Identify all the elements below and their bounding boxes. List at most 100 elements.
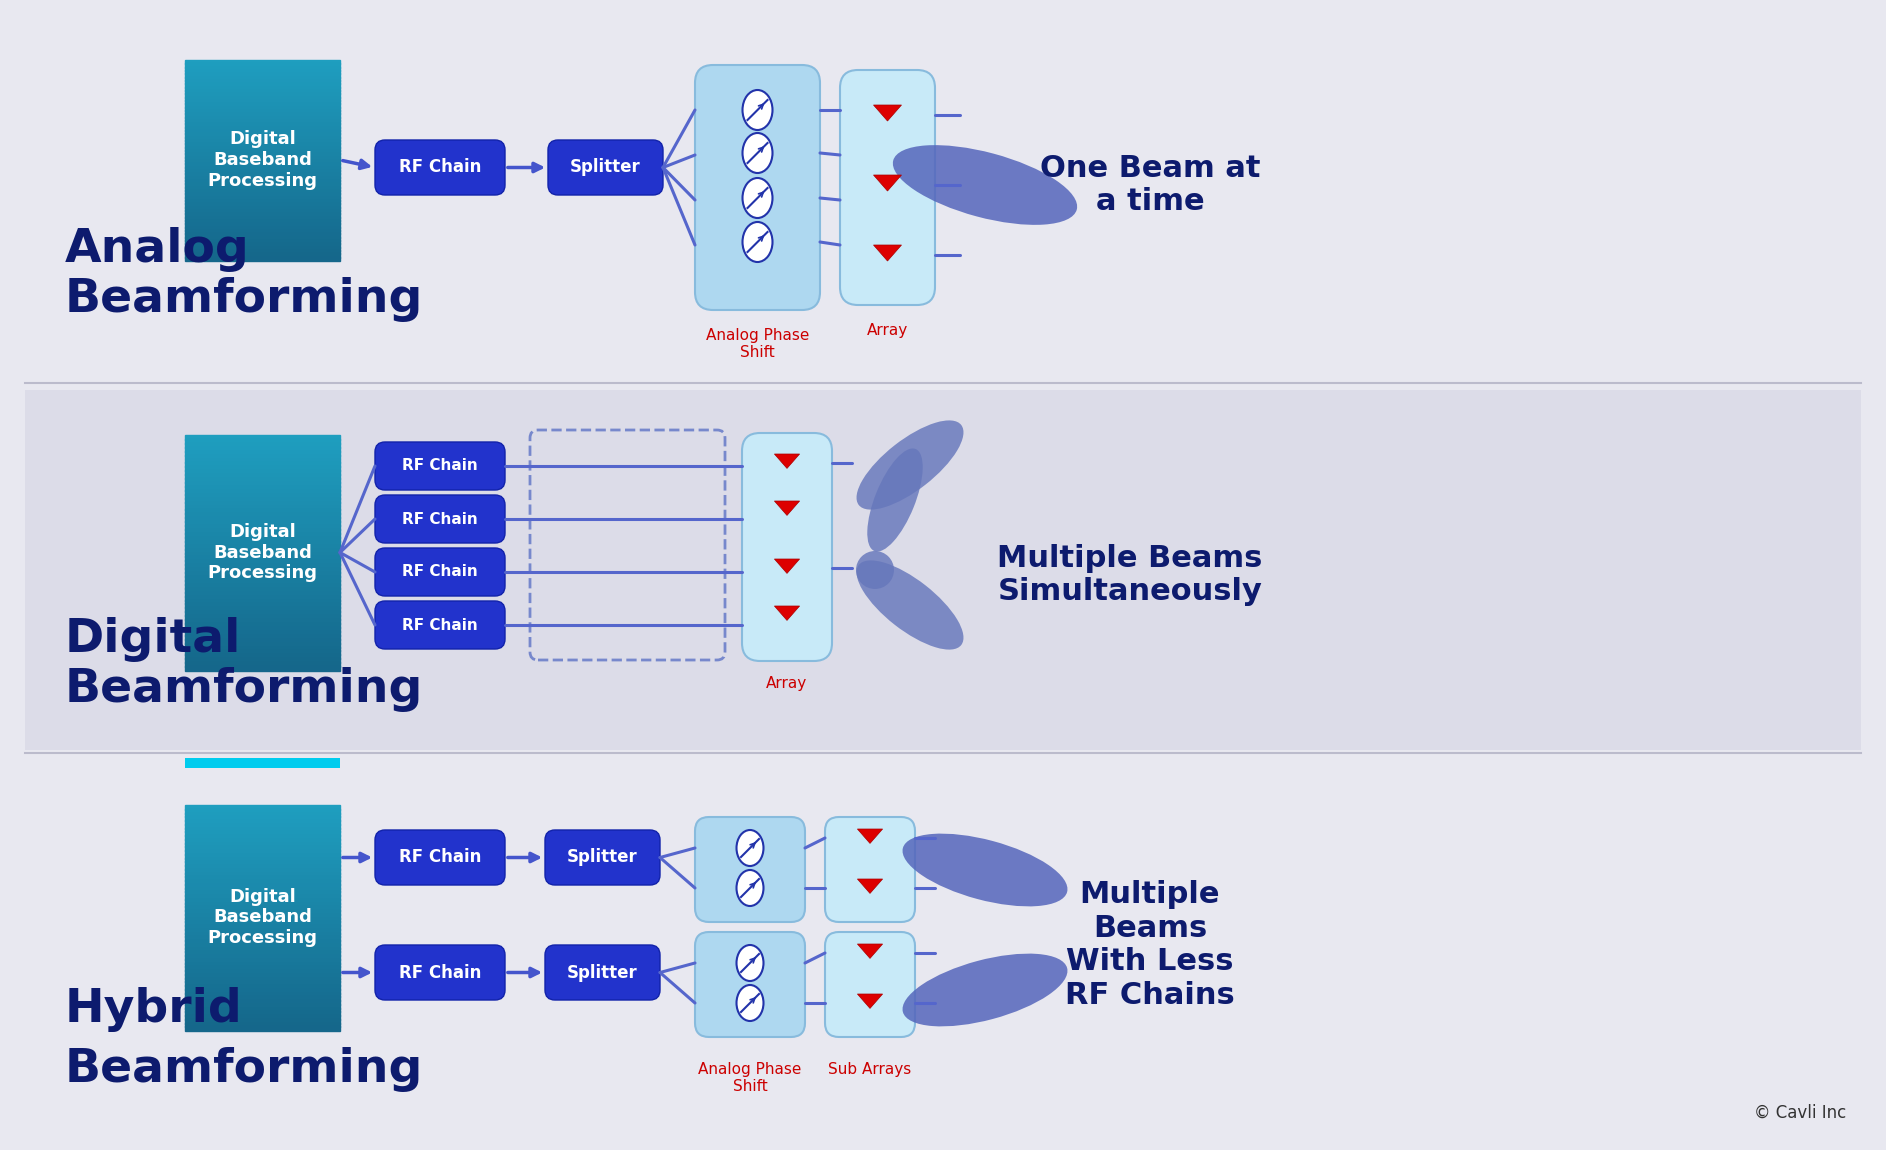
Bar [185,853,339,859]
Bar [185,572,339,577]
Ellipse shape [903,834,1067,906]
Text: Array: Array [766,676,807,691]
Bar [185,237,339,241]
Bar [185,147,339,151]
Bar [185,140,339,145]
Bar [185,638,339,644]
Bar [185,227,339,231]
Text: Beamforming: Beamforming [64,277,422,322]
Text: Digital
Baseband
Processing: Digital Baseband Processing [207,888,317,948]
Text: Array: Array [868,323,909,338]
Text: RF Chain: RF Chain [402,565,477,580]
Bar [185,110,339,114]
Text: RF Chain: RF Chain [398,159,481,176]
Bar [185,654,339,659]
Text: One Beam at
a time: One Beam at a time [1039,154,1260,216]
Bar [185,951,339,956]
Ellipse shape [856,421,964,509]
Bar [185,67,339,71]
Bar [185,223,339,228]
Text: Analog Phase
Shift: Analog Phase Shift [705,328,809,360]
Bar [185,230,339,235]
Text: © Cavli Inc: © Cavli Inc [1754,1104,1846,1122]
FancyBboxPatch shape [839,70,935,305]
Bar [185,240,339,244]
Bar [185,646,339,651]
Bar [185,183,339,187]
Polygon shape [775,559,800,574]
Polygon shape [858,994,883,1009]
Polygon shape [873,105,902,121]
Bar [185,90,339,94]
Bar [185,666,339,670]
FancyBboxPatch shape [375,549,505,596]
Text: Analog: Analog [64,228,249,273]
Bar [185,805,339,810]
Bar [185,126,339,131]
Polygon shape [775,454,800,468]
Ellipse shape [892,145,1077,225]
Bar [185,193,339,198]
Bar [185,820,339,825]
Bar [185,944,339,949]
Bar [185,876,339,881]
Bar [185,591,339,597]
Bar [185,474,339,480]
Bar [185,93,339,98]
Polygon shape [873,245,902,261]
Bar [185,133,339,138]
Bar [185,60,339,64]
Bar [185,501,339,506]
Bar [185,651,339,656]
Bar [185,167,339,171]
Bar [185,910,339,914]
Text: Analog Phase
Shift: Analog Phase Shift [698,1061,802,1095]
Ellipse shape [868,448,922,552]
FancyBboxPatch shape [824,932,915,1037]
Bar [185,246,339,251]
Bar [185,220,339,224]
FancyBboxPatch shape [741,434,832,661]
Bar [185,532,339,538]
Bar [185,948,339,952]
Bar [185,150,339,154]
Bar [185,838,339,843]
Bar [185,137,339,141]
Bar [185,986,339,990]
Bar [185,1007,339,1012]
Bar [185,521,339,526]
Bar [185,467,339,472]
Bar [185,1026,339,1032]
Bar [185,156,339,161]
Bar [185,607,339,612]
Bar [185,612,339,616]
Bar [185,599,339,605]
Ellipse shape [903,953,1067,1027]
FancyBboxPatch shape [375,140,505,196]
Ellipse shape [856,551,894,589]
Text: Hybrid: Hybrid [64,988,243,1033]
Bar [185,557,339,561]
Bar [185,462,339,467]
FancyBboxPatch shape [549,140,664,196]
Bar [185,813,339,818]
FancyBboxPatch shape [545,830,660,886]
Bar [185,604,339,608]
Bar [185,1000,339,1005]
Polygon shape [873,175,902,191]
Bar [185,873,339,877]
Bar [25,760,1861,1120]
FancyBboxPatch shape [696,932,805,1037]
Bar [185,828,339,833]
Bar [185,588,339,592]
Bar [185,513,339,519]
Bar [185,643,339,647]
Bar [185,627,339,631]
Bar [185,868,339,874]
Bar [185,81,339,84]
Bar [185,186,339,191]
Bar [185,1011,339,1015]
Bar [185,114,339,117]
Bar [185,914,339,919]
Bar [185,831,339,836]
